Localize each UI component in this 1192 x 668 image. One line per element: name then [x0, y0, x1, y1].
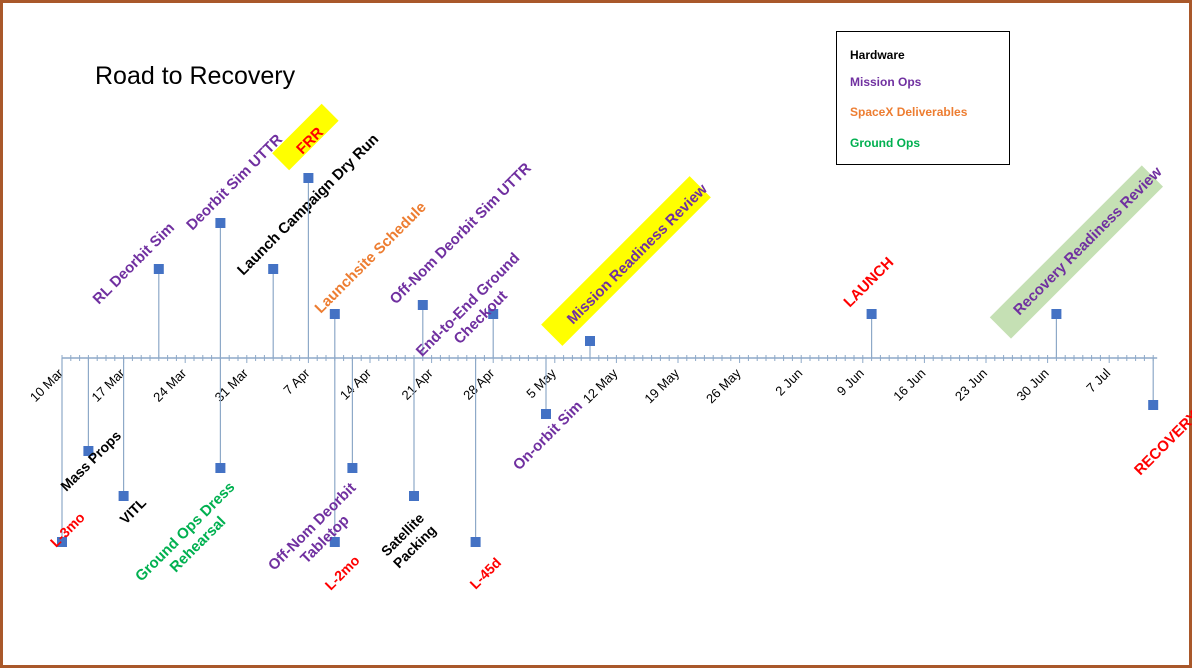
axis-tick-label: 16 Jun [890, 366, 928, 404]
mission-readiness-review-marker [585, 336, 595, 346]
page-title: Road to Recovery [95, 62, 296, 90]
l-3mo-marker [57, 537, 67, 547]
frr-highlight [272, 103, 339, 171]
axis-tick-label: 24 Mar [150, 365, 190, 405]
legend-item-hardware: Hardware [850, 48, 905, 62]
rl-deorbit-sim-label: RL Deorbit Sim [90, 219, 178, 307]
rl-deorbit-sim-marker [153, 264, 164, 274]
axis-tick-label: 17 Mar [88, 365, 128, 405]
legend-item-ground-ops: Ground Ops [850, 136, 920, 150]
recovery-marker [1148, 400, 1159, 410]
off-nom-deorbit-sim-uttr-marker [417, 300, 428, 310]
axis-tick-label: 23 Jun [952, 366, 990, 404]
mission-readiness-review-label: Mission Readiness Review [564, 181, 711, 328]
axis-tick-label: 10 Mar [27, 365, 67, 405]
l-45d-marker [470, 537, 481, 547]
deorbit-sim-uttr-label: Deorbit Sim UTTR [183, 131, 286, 234]
axis-tick-label: 7 Jul [1083, 365, 1113, 395]
legend: Hardware Mission Ops SpaceX Deliverables… [836, 31, 1010, 165]
l-45d-label: L-45d [466, 554, 504, 592]
legend-item-spacex-deliverables: SpaceX Deliverables [850, 105, 968, 119]
mass-props-label: Mass Props [57, 427, 124, 494]
recovery-readiness-review-marker [1051, 309, 1062, 319]
end-to-end-ground-checkout-marker [488, 309, 499, 319]
axis-tick-label: 14 Apr [337, 365, 375, 403]
off-nom-deorbit-sim-uttr-label: Off-Nom Deorbit Sim UTTR [387, 160, 535, 308]
axis-tick-label: 9 Jun [834, 366, 867, 399]
deorbit-sim-uttr-marker [215, 218, 226, 228]
mission-readiness-review-highlight [541, 176, 711, 346]
recovery-readiness-review-label: Recovery Readiness Review [1010, 163, 1166, 319]
axis-tick-label: 7 Apr [280, 365, 313, 398]
launch-label: LAUNCH [840, 254, 897, 311]
launchsite-schedule-label: Launchsite Schedule [312, 199, 430, 317]
satellite-packing-marker [409, 491, 419, 501]
launchsite-schedule-marker [329, 309, 340, 319]
axis-tick-label: 26 May [703, 365, 744, 406]
l-2mo-marker [329, 537, 340, 547]
axis-tick-label: 28 Apr [460, 365, 498, 403]
legend-item-mission-ops: Mission Ops [850, 75, 922, 89]
recovery-label: RECOVERY [1131, 408, 1192, 479]
vitl-marker [118, 491, 129, 501]
l-2mo-label: L-2mo [322, 552, 363, 593]
on-orbit-sim-marker [541, 409, 551, 419]
launch-marker [866, 309, 877, 319]
ground-ops-dress-rehearsal-marker [215, 463, 226, 473]
mass-props-marker [83, 446, 94, 456]
off-nom-deorbit-tabletop-marker [347, 463, 358, 473]
off-nom-deorbit-tabletop-label: Off-Nom DeorbitTabletop [265, 480, 372, 587]
frr-marker [303, 173, 314, 183]
axis-tick-label: 12 May [580, 365, 621, 406]
launch-campaign-dry-run-marker [268, 264, 279, 274]
axis-tick-label: 19 May [641, 365, 682, 406]
axis-tick-label: 2 Jun [772, 366, 805, 399]
recovery-readiness-review-highlight [989, 165, 1164, 339]
satellite-packing-label: SatellitePacking [378, 510, 439, 571]
axis-tick-label: 21 Apr [399, 365, 437, 403]
ground-ops-dress-rehearsal-label: Ground Ops DressRehearsal [132, 479, 251, 598]
axis-tick-label: 5 May [523, 365, 559, 401]
l-3mo-label: L-3mo [47, 509, 88, 550]
axis-tick-label: 30 Jun [1014, 366, 1052, 404]
axis-tick-label: 31 Mar [212, 365, 252, 405]
